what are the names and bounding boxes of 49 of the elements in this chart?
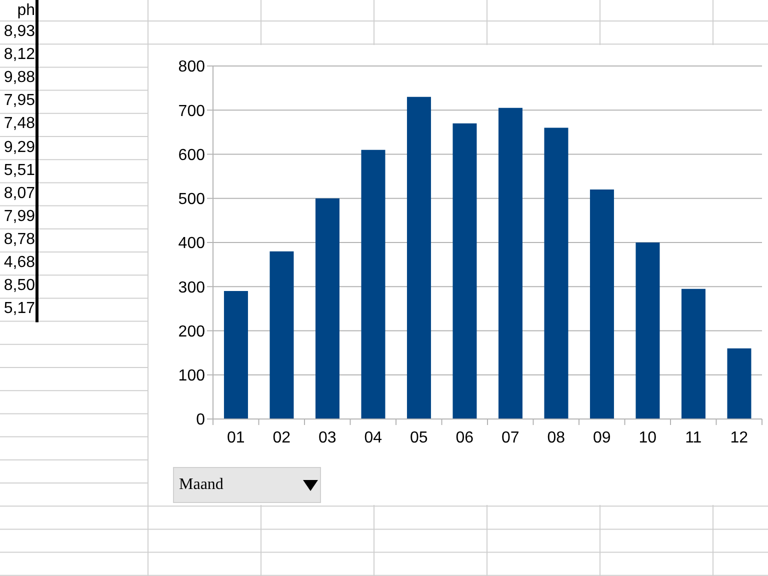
y-tick-label: 200	[178, 323, 206, 340]
text: 4,68	[2, 253, 35, 273]
bar	[498, 108, 522, 419]
bar	[270, 251, 294, 419]
x-tick-label: 01	[226, 429, 245, 446]
x-tick-label: 10	[638, 429, 657, 446]
y-tick-label: 700	[178, 102, 206, 120]
text: 8,93	[2, 22, 35, 42]
x-tick-label: 07	[501, 429, 520, 446]
text: 7,48	[2, 114, 35, 134]
y-tick-label: 300	[178, 279, 206, 296]
text: 9,29	[2, 138, 35, 158]
text: 7,99	[2, 206, 35, 227]
text: 5,51	[2, 160, 35, 181]
bar	[315, 198, 340, 419]
x-axis-title: Maand	[179, 476, 224, 494]
x-tick-label: 04	[364, 429, 382, 446]
bar	[224, 291, 248, 419]
x-tick-label: 11	[685, 429, 702, 446]
text: 7,95	[2, 91, 35, 112]
x-tick-label: 06	[456, 429, 474, 446]
y-tick-label: 500	[178, 191, 206, 208]
bar	[727, 348, 752, 419]
y-tick-label: 600	[178, 146, 206, 164]
y-tick-label: 400	[178, 235, 206, 252]
text: 5,17	[2, 299, 35, 320]
bar	[452, 123, 477, 419]
text: 8,50	[2, 276, 35, 296]
x-tick-label: 03	[318, 429, 336, 446]
x-tick-label: 08	[547, 429, 566, 446]
bar	[636, 242, 660, 419]
x-tick-label: 12	[730, 429, 748, 446]
x-tick-label: 09	[592, 429, 611, 446]
y-tick-label: 100	[178, 368, 206, 385]
bar	[361, 150, 386, 419]
bar	[681, 288, 706, 419]
text: ph	[16, 1, 35, 21]
bar	[544, 128, 568, 419]
y-tick-label: 0	[196, 412, 206, 429]
bar	[406, 96, 431, 419]
text: 9,88	[2, 68, 35, 88]
bar	[590, 190, 614, 419]
y-tick-label: 800	[178, 58, 206, 76]
x-tick-label: 02	[272, 429, 291, 446]
x-tick-label: 05	[410, 429, 428, 446]
text: 8,78	[2, 230, 35, 250]
text: 8,12	[2, 45, 35, 66]
text: 8,07	[2, 184, 35, 204]
dropdown: Maand	[173, 467, 321, 503]
